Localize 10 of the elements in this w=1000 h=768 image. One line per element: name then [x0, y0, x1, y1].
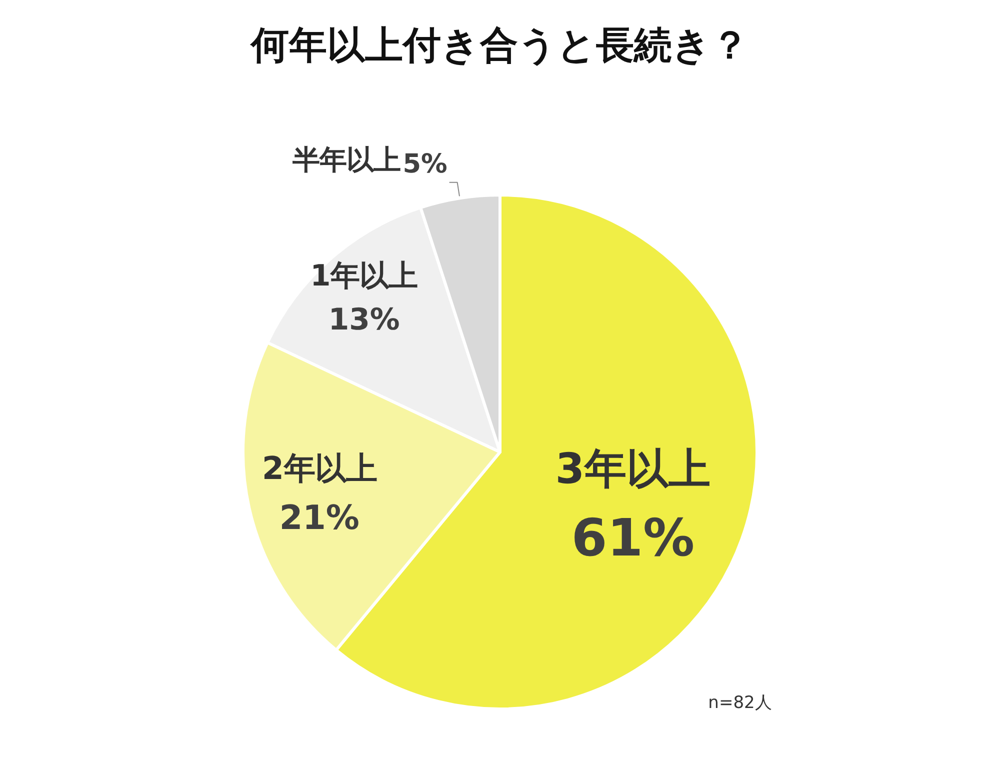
data-label: 21%	[279, 498, 360, 537]
data-label: 5%	[402, 149, 448, 180]
chart-title: 何年以上付き合うと長続き？	[249, 23, 749, 67]
slice-label: 半年以上	[292, 144, 401, 176]
slice-label: 2年以上	[262, 450, 377, 487]
slice-label: 1年以上	[310, 258, 418, 293]
data-label: 61%	[571, 508, 695, 568]
slice-label: 3年以上	[555, 444, 711, 493]
text: n=82人	[708, 693, 772, 713]
data-label: 13%	[328, 302, 400, 338]
